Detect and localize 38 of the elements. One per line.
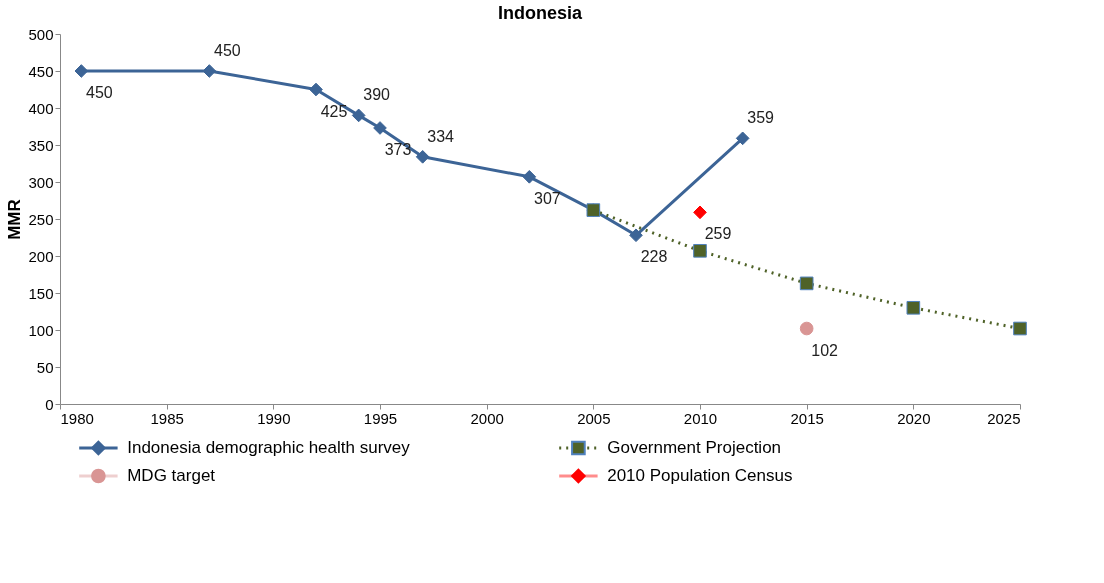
x-tick-label: 1985 xyxy=(150,409,184,427)
data-label: 228 xyxy=(640,248,668,266)
legend-label: Indonesia demographic health survey xyxy=(127,438,411,457)
y-tick-label: 150 xyxy=(28,284,54,302)
data-label: 450 xyxy=(213,42,241,59)
x-tick-label: 2015 xyxy=(790,409,824,427)
x-tick-label: 1995 xyxy=(363,409,398,427)
y-tick-label: 450 xyxy=(28,62,54,80)
y-tick-label: 100 xyxy=(28,321,54,339)
x-tick-label: 2010 xyxy=(683,409,718,427)
legend-label: MDG target xyxy=(127,466,216,485)
x-tick-label: 2025 xyxy=(987,409,1021,427)
data-label: 259 xyxy=(704,225,732,243)
chart-title: Indonesia xyxy=(497,3,583,23)
y-tick-label: 400 xyxy=(28,99,54,117)
data-label: 390 xyxy=(363,86,391,104)
y-tick-label: 50 xyxy=(36,358,54,376)
x-tick-label: 2005 xyxy=(577,409,611,427)
x-tick-label: 2000 xyxy=(470,409,504,427)
y-tick-label: 350 xyxy=(28,136,54,154)
data-label: 450 xyxy=(85,84,113,101)
y-axis-title: MMR xyxy=(5,199,25,240)
data-label: 359 xyxy=(747,109,775,127)
y-tick-label: 200 xyxy=(28,247,54,265)
x-tick-label: 1980 xyxy=(60,409,94,427)
x-tick-label: 1990 xyxy=(257,409,291,427)
y-tick-label: 250 xyxy=(28,210,54,228)
legend-label: Government Projection xyxy=(607,438,782,457)
y-tick-label: 0 xyxy=(45,395,54,413)
data-label: 373 xyxy=(384,140,412,158)
y-tick-label: 300 xyxy=(28,173,54,191)
x-tick-label: 2020 xyxy=(897,409,931,427)
y-tick-label: 500 xyxy=(28,25,54,43)
legend-label: 2010 Population Census xyxy=(607,466,793,485)
data-label: 102 xyxy=(811,341,839,359)
data-label: 334 xyxy=(427,127,455,145)
data-label: 307 xyxy=(533,189,561,207)
data-label: 425 xyxy=(320,102,348,120)
